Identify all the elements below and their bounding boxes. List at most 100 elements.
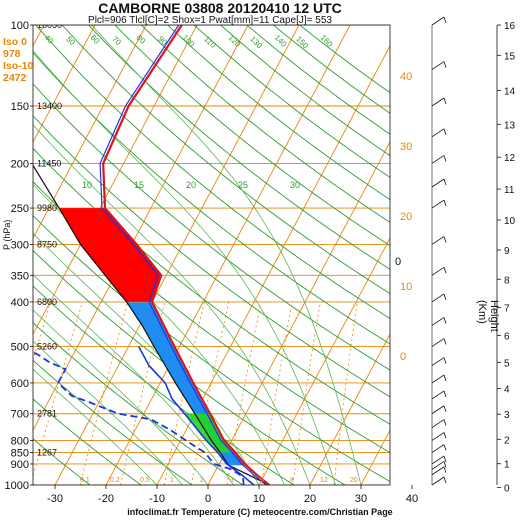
dry-adiabat-line <box>33 181 390 454</box>
wind-barb <box>431 432 445 441</box>
dry-adiabat-label: 10 <box>82 180 92 190</box>
wind-barb <box>431 374 445 384</box>
height-tick-label: 2 <box>504 435 510 446</box>
dry-adiabat-label: 150 <box>294 34 310 50</box>
y-tick-label: 300 <box>11 239 29 251</box>
isotherm-label: 10 <box>400 281 412 293</box>
wind-barb <box>431 61 445 70</box>
mixing-ratio-label: 0.2 <box>110 477 120 484</box>
mixing-ratio-line <box>33 301 83 478</box>
x-tick-label: 0 <box>205 493 211 505</box>
height-tick-label: 7 <box>504 304 510 315</box>
wind-barb-flag <box>443 267 447 274</box>
x-tick-label: -20 <box>98 493 114 505</box>
plot-frame <box>32 24 391 486</box>
height-tick-label: 9 <box>504 246 510 257</box>
height-label: 6800 <box>37 297 57 307</box>
height-tick-label: 1 <box>504 460 510 471</box>
dry-adiabat-line <box>33 398 142 485</box>
mixing-ratio-label: 20 <box>350 477 358 484</box>
mixing-ratio-label: 0.1 <box>80 477 90 484</box>
dry-adiabat-label: 50 <box>64 34 77 47</box>
isotherm-label: 0 <box>400 351 406 363</box>
iso10-value: 2472 <box>3 72 27 84</box>
dry-adiabat-label: 15 <box>134 180 144 190</box>
wind-barb <box>431 97 445 107</box>
y-tick-label: 1000 <box>5 480 29 492</box>
height-label: 8750 <box>37 239 57 249</box>
mixing-ratio-label: 3 <box>230 477 234 484</box>
y-tick-label: 250 <box>11 203 29 215</box>
mixing-ratio-label: 0.5 <box>140 477 150 484</box>
dry-adiabat-line <box>33 322 244 485</box>
wind-barb-flag <box>443 444 447 451</box>
wind-barb <box>431 455 445 465</box>
height-tick-label: 8 <box>504 275 510 286</box>
wind-barb-flag <box>443 293 447 301</box>
iso10-label: Iso-10 <box>3 60 34 72</box>
dry-adiabat-label: 70 <box>110 34 123 47</box>
wind-barb-flag <box>443 61 447 68</box>
virtual-temperature-line <box>99 25 267 485</box>
height-tick-label: 15 <box>504 51 516 62</box>
height-tick-label: 5 <box>504 358 510 369</box>
dry-adiabat-label: 30 <box>290 180 300 190</box>
iso0-label: Iso 0 <box>3 36 27 48</box>
height-tick-label: 11 <box>504 185 515 196</box>
chart-footer: infoclimat.fr Temperature (C) meteocentr… <box>127 507 393 517</box>
dry-adiabat-line <box>87 25 390 270</box>
x-tick-label: 30 <box>355 493 367 505</box>
wind-barb <box>431 338 445 347</box>
y-tick-label: 100 <box>11 20 29 32</box>
moist-adiabat-line <box>33 50 336 485</box>
y-tick-label: 400 <box>11 297 29 309</box>
isotherm-line <box>309 333 390 485</box>
dry-adiabat-line <box>298 25 390 94</box>
moist-adiabat-line <box>33 274 234 485</box>
cape-area <box>127 302 247 466</box>
wind-barb-flag <box>443 432 447 439</box>
height-tick-label: 13 <box>504 120 516 131</box>
moist-adiabat-line <box>33 368 158 485</box>
mixing-ratio-line <box>261 301 293 485</box>
wind-barb <box>431 317 445 326</box>
y-tick-label: 350 <box>11 270 29 282</box>
plot-area: 1605013400114509980875068005260278112671… <box>33 25 390 485</box>
mixing-ratio-line <box>333 301 358 485</box>
x-tick-label: -30 <box>47 493 63 505</box>
wind-barb <box>431 390 445 400</box>
wind-barb <box>431 461 445 470</box>
wind-barb-flag <box>443 405 447 412</box>
dry-adiabat-line <box>114 25 390 247</box>
mixing-ratio-line <box>120 301 166 485</box>
temperature-line <box>102 25 270 485</box>
isotherm-line <box>33 25 147 240</box>
wind-barb <box>431 419 445 428</box>
dry-adiabat-label: 120 <box>227 33 243 49</box>
height-tick-label: 16 <box>504 21 516 32</box>
dry-adiabat-label: 20 <box>186 180 196 190</box>
dry-adiabat-label: 80 <box>135 33 148 46</box>
wind-barb <box>431 199 445 209</box>
y-tick-label: 700 <box>11 409 29 421</box>
moist-adiabat-line <box>91 25 362 485</box>
isotherm-line <box>105 25 351 485</box>
y-axis-label: P (hPa) <box>2 219 12 250</box>
dry-adiabat-label: 25 <box>238 180 248 190</box>
wind-barb-flag <box>443 178 447 186</box>
dry-adiabat-line <box>35 25 390 319</box>
dry-adiabat-label: 60 <box>89 33 102 46</box>
wind-barb-flag <box>443 338 447 345</box>
height-label: 5260 <box>37 342 57 352</box>
isotherm-line <box>207 141 390 485</box>
dry-adiabat-line <box>33 285 295 485</box>
mixing-ratio-line <box>226 301 262 485</box>
dry-adiabat-line <box>33 83 390 371</box>
wind-barb <box>431 405 445 415</box>
height-label: 2781 <box>37 409 57 419</box>
dry-adiabat-line <box>61 25 390 295</box>
y-tick-label: 200 <box>11 158 29 170</box>
wind-barb <box>431 16 445 26</box>
